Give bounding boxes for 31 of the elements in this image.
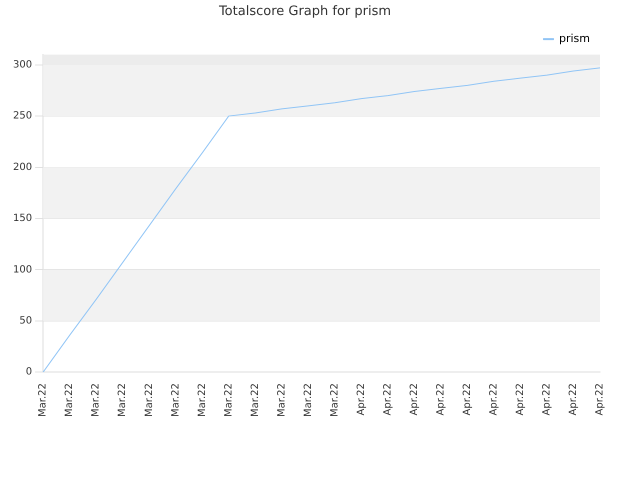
x-tick-label: Mar.22 bbox=[64, 383, 76, 418]
x-tick-label: Mar.22 bbox=[196, 383, 208, 418]
x-tick-label: Apr.22 bbox=[568, 383, 580, 416]
y-tick-label: 300 bbox=[12, 59, 32, 70]
x-tick-label: Mar.22 bbox=[90, 383, 102, 418]
x-tick-label: Mar.22 bbox=[329, 383, 340, 418]
x-tick-label: Mar.22 bbox=[170, 383, 182, 418]
x-tick-label: Mar.22 bbox=[302, 383, 314, 418]
y-tick-label: 150 bbox=[12, 213, 32, 224]
y-tick-label: 250 bbox=[12, 110, 32, 122]
x-tick-label: Mar.22 bbox=[250, 383, 261, 418]
x-tick-label: Mar.22 bbox=[38, 383, 49, 418]
x-tick-label: Apr.22 bbox=[594, 383, 606, 416]
x-tick-label: Mar.22 bbox=[276, 383, 288, 418]
x-tick-label: Apr.22 bbox=[462, 383, 473, 416]
x-tick-label: Apr.22 bbox=[488, 383, 500, 416]
x-tick-label: Apr.22 bbox=[515, 383, 526, 416]
x-tick-label: Mar.22 bbox=[117, 383, 128, 418]
y-tick-label: 100 bbox=[12, 264, 32, 276]
x-tick-label: Mar.22 bbox=[144, 383, 155, 418]
x-tick-label: Apr.22 bbox=[382, 383, 394, 416]
x-tick-label: Mar.22 bbox=[223, 383, 234, 418]
legend-label: prism bbox=[558, 32, 590, 45]
x-tick-label: Apr.22 bbox=[542, 383, 553, 416]
y-tick-label: 50 bbox=[19, 316, 32, 327]
x-tick-label: Apr.22 bbox=[435, 383, 446, 416]
y-tick-label: 0 bbox=[26, 366, 32, 378]
x-tick-label: Apr.22 bbox=[356, 383, 367, 416]
x-tick-label: Apr.22 bbox=[408, 383, 420, 416]
y-tick-label: 200 bbox=[12, 162, 32, 173]
chart-title: Totalscore Graph for prism bbox=[218, 4, 392, 20]
